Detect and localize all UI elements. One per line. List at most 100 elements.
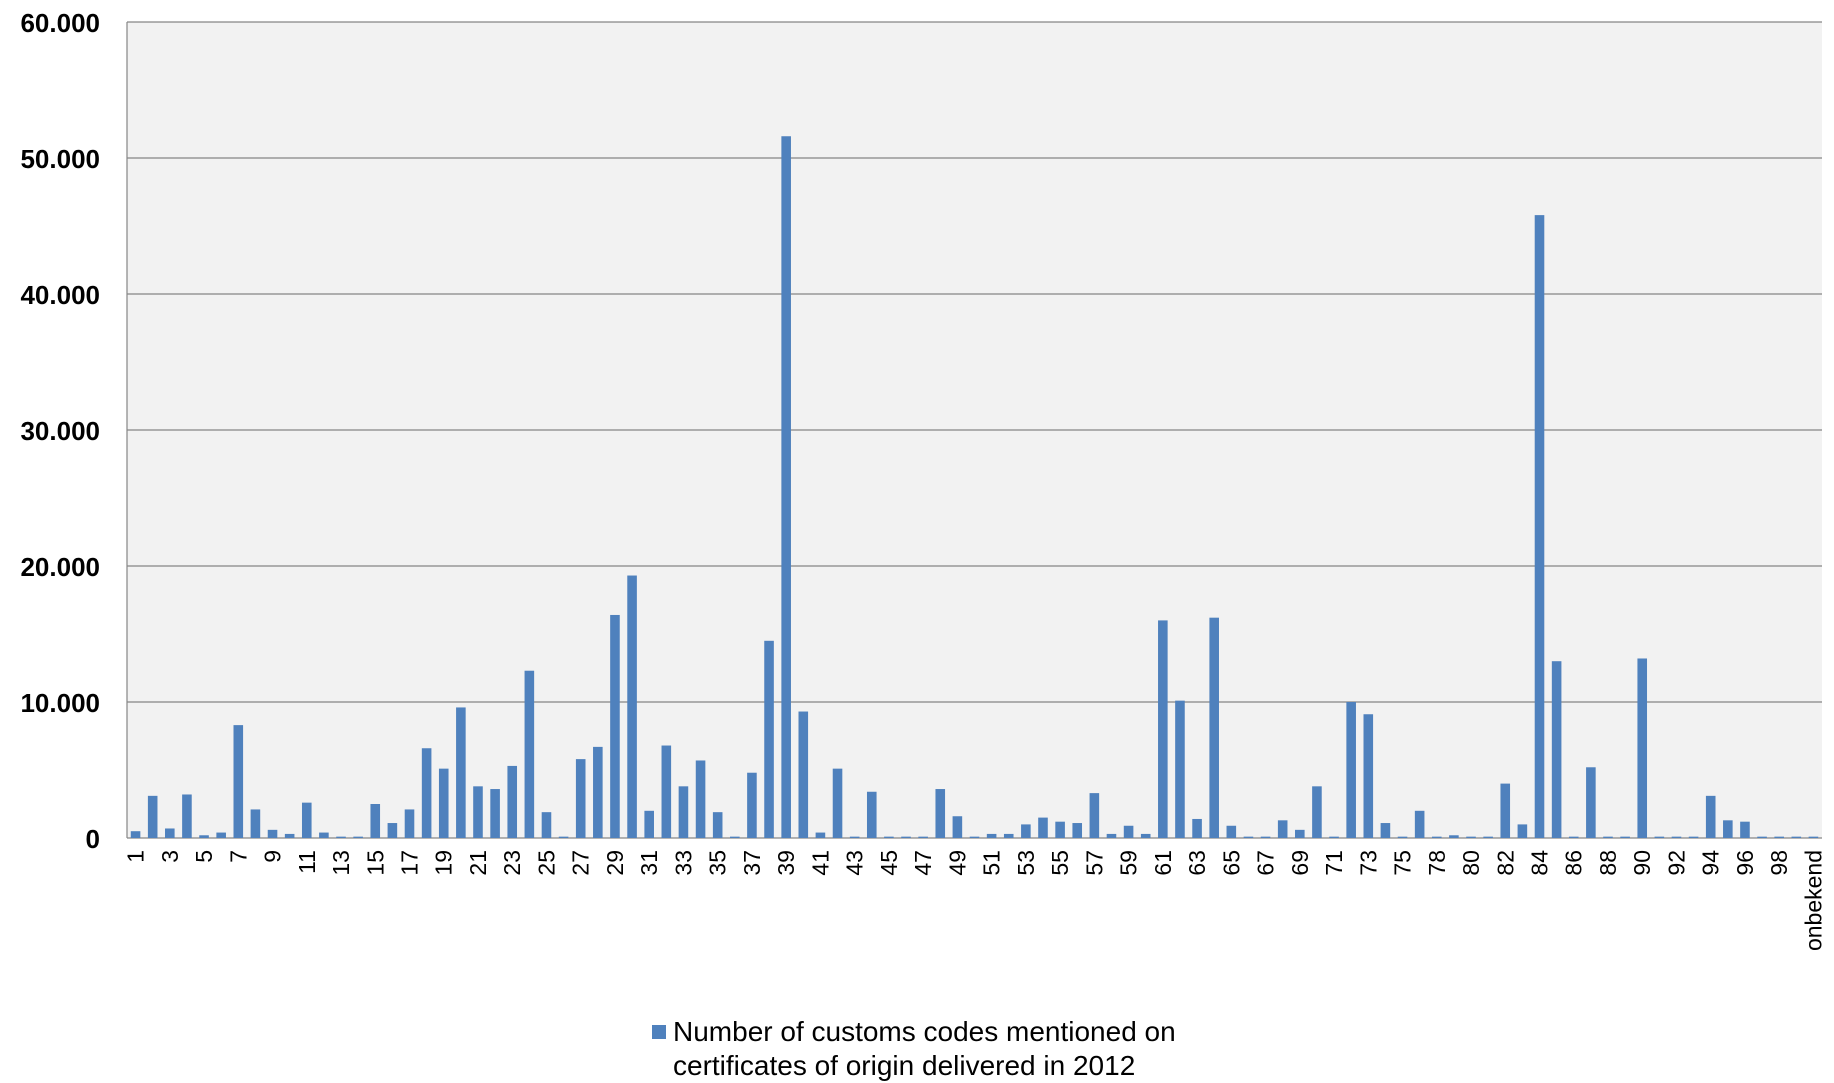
- x-tick-label: 37: [739, 850, 765, 876]
- x-tick-label: 19: [431, 850, 457, 876]
- x-tick-label: 5: [191, 850, 217, 863]
- x-tick-label: 51: [979, 850, 1005, 876]
- bar: [1637, 658, 1648, 838]
- bar: [1123, 825, 1134, 838]
- legend: Number of customs codes mentioned on cer…: [652, 1015, 1176, 1083]
- x-tick-label: 75: [1390, 850, 1416, 876]
- bar: [1312, 786, 1322, 838]
- bar: [1397, 836, 1408, 838]
- bar: [1003, 833, 1014, 838]
- x-tick-label: 67: [1253, 850, 1279, 876]
- x-tick-label: 63: [1184, 850, 1210, 876]
- bar: [404, 809, 415, 838]
- bar: [456, 707, 466, 838]
- bar: [952, 816, 963, 838]
- x-tick-label: 69: [1287, 850, 1313, 876]
- bar: [1175, 700, 1185, 838]
- bar: [661, 745, 672, 838]
- y-tick-label: 0: [86, 824, 100, 854]
- legend-label-line1: Number of customs codes mentioned on: [673, 1016, 1176, 1047]
- bar: [781, 136, 791, 839]
- bar: [610, 614, 620, 838]
- bar: [627, 575, 637, 838]
- bar: [575, 759, 586, 838]
- bar: [1106, 833, 1117, 838]
- x-tick-label: 49: [944, 850, 970, 876]
- y-tick-label: 40.000: [20, 280, 100, 310]
- x-tick-label: 43: [842, 850, 868, 876]
- x-tick-label: 21: [465, 850, 491, 876]
- x-tick-label: 29: [602, 850, 628, 876]
- bar: [1620, 836, 1630, 838]
- bar: [1603, 836, 1613, 838]
- bar: [1500, 783, 1511, 838]
- bar: [147, 795, 158, 838]
- bar: [490, 789, 500, 838]
- x-tick-label: 3: [157, 850, 183, 863]
- legend-swatch: [652, 1025, 666, 1039]
- bar: [267, 829, 278, 838]
- x-tick-label: 65: [1218, 850, 1244, 876]
- bar: [1483, 836, 1493, 838]
- x-tick-label: 35: [705, 850, 731, 876]
- bar: [1072, 823, 1083, 838]
- x-tick-label: 84: [1527, 850, 1553, 876]
- bar: [1671, 836, 1682, 838]
- x-tick-label: 57: [1081, 850, 1107, 876]
- bar: [986, 833, 997, 838]
- bar: [1449, 835, 1459, 838]
- bar: [764, 640, 774, 838]
- bar: [1757, 836, 1767, 838]
- bar: [1431, 836, 1442, 838]
- y-tick-label: 60.000: [20, 8, 100, 38]
- x-tick-label: 90: [1629, 850, 1655, 876]
- bar: [130, 831, 141, 838]
- x-tick-label: 88: [1595, 850, 1621, 876]
- bar: [1586, 767, 1596, 838]
- bar: [1346, 702, 1356, 838]
- x-tick-label: 11: [294, 850, 320, 874]
- bar: [1517, 824, 1528, 838]
- bar: [370, 804, 381, 838]
- bar: [1774, 836, 1784, 838]
- x-tick-label: 31: [636, 850, 662, 876]
- bar: [284, 833, 295, 838]
- x-tick-label: 78: [1424, 850, 1450, 876]
- x-tick-label: 17: [397, 850, 423, 876]
- x-tick-label: 94: [1698, 850, 1724, 876]
- bar: [507, 765, 518, 838]
- x-tick-label: 33: [670, 850, 696, 876]
- bar: [1740, 821, 1750, 838]
- bar: [1568, 836, 1579, 838]
- x-tick-label: 25: [533, 850, 559, 876]
- bar: [1363, 714, 1374, 838]
- bar: [1295, 829, 1305, 838]
- x-tick-label: 53: [1013, 850, 1039, 876]
- bar: [1380, 823, 1391, 838]
- x-tick-label: 13: [328, 850, 354, 876]
- y-tick-label: 20.000: [20, 552, 100, 582]
- bar: [301, 802, 312, 838]
- x-tick-label: 92: [1663, 850, 1689, 876]
- x-tick-label: onbekend: [1800, 850, 1826, 951]
- bar: [1705, 795, 1716, 838]
- bar: [935, 789, 946, 838]
- bar: [918, 836, 928, 838]
- y-tick-label: 50.000: [20, 144, 100, 174]
- bar: [473, 786, 483, 838]
- x-tick-label: 96: [1732, 850, 1758, 876]
- bar: [336, 836, 346, 838]
- x-tick-label: 9: [260, 850, 286, 863]
- x-tick-label: 7: [225, 850, 251, 863]
- bar: [1723, 820, 1733, 838]
- x-tick-label: 27: [568, 850, 594, 876]
- x-tick-label: 47: [910, 850, 936, 876]
- bar: [849, 836, 860, 838]
- bar: [969, 836, 980, 838]
- bar: [1089, 793, 1100, 838]
- bar: [747, 772, 757, 838]
- bar: [319, 832, 329, 838]
- bar: [678, 786, 689, 838]
- x-tick-label: 1: [123, 850, 149, 863]
- legend-label-line2: certificates of origin delivered in 2012: [673, 1050, 1136, 1081]
